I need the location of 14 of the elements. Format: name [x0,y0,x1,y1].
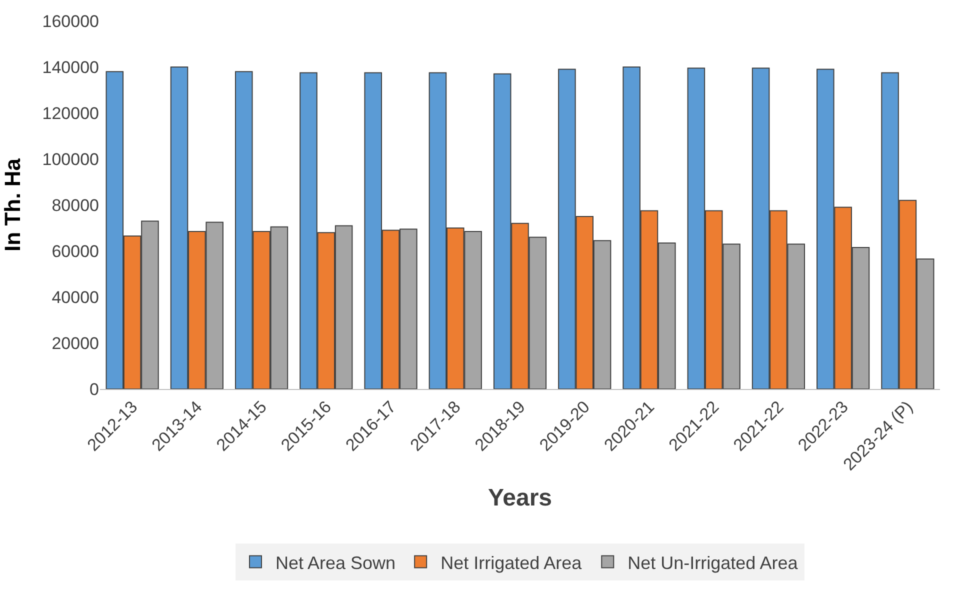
y-tick-label: 160000 [42,12,99,31]
legend-label: Net Irrigated Area [440,552,583,573]
y-axis-title: In Th. Ha [0,158,26,252]
y-tick-label: 80000 [52,196,99,215]
y-tick-label: 0 [90,380,99,399]
legend-label: Net Area Sown [276,552,396,573]
y-tick-label: 100000 [42,150,99,169]
y-tick-label: 140000 [42,58,99,77]
y-tick-label: 120000 [42,104,99,123]
legend-label: Net Un-Irrigated Area [628,552,799,573]
y-tick-label: 40000 [52,288,99,307]
x-axis-title: Years [488,484,552,512]
y-tick-label: 20000 [52,334,99,353]
y-tick-label: 60000 [52,242,99,261]
